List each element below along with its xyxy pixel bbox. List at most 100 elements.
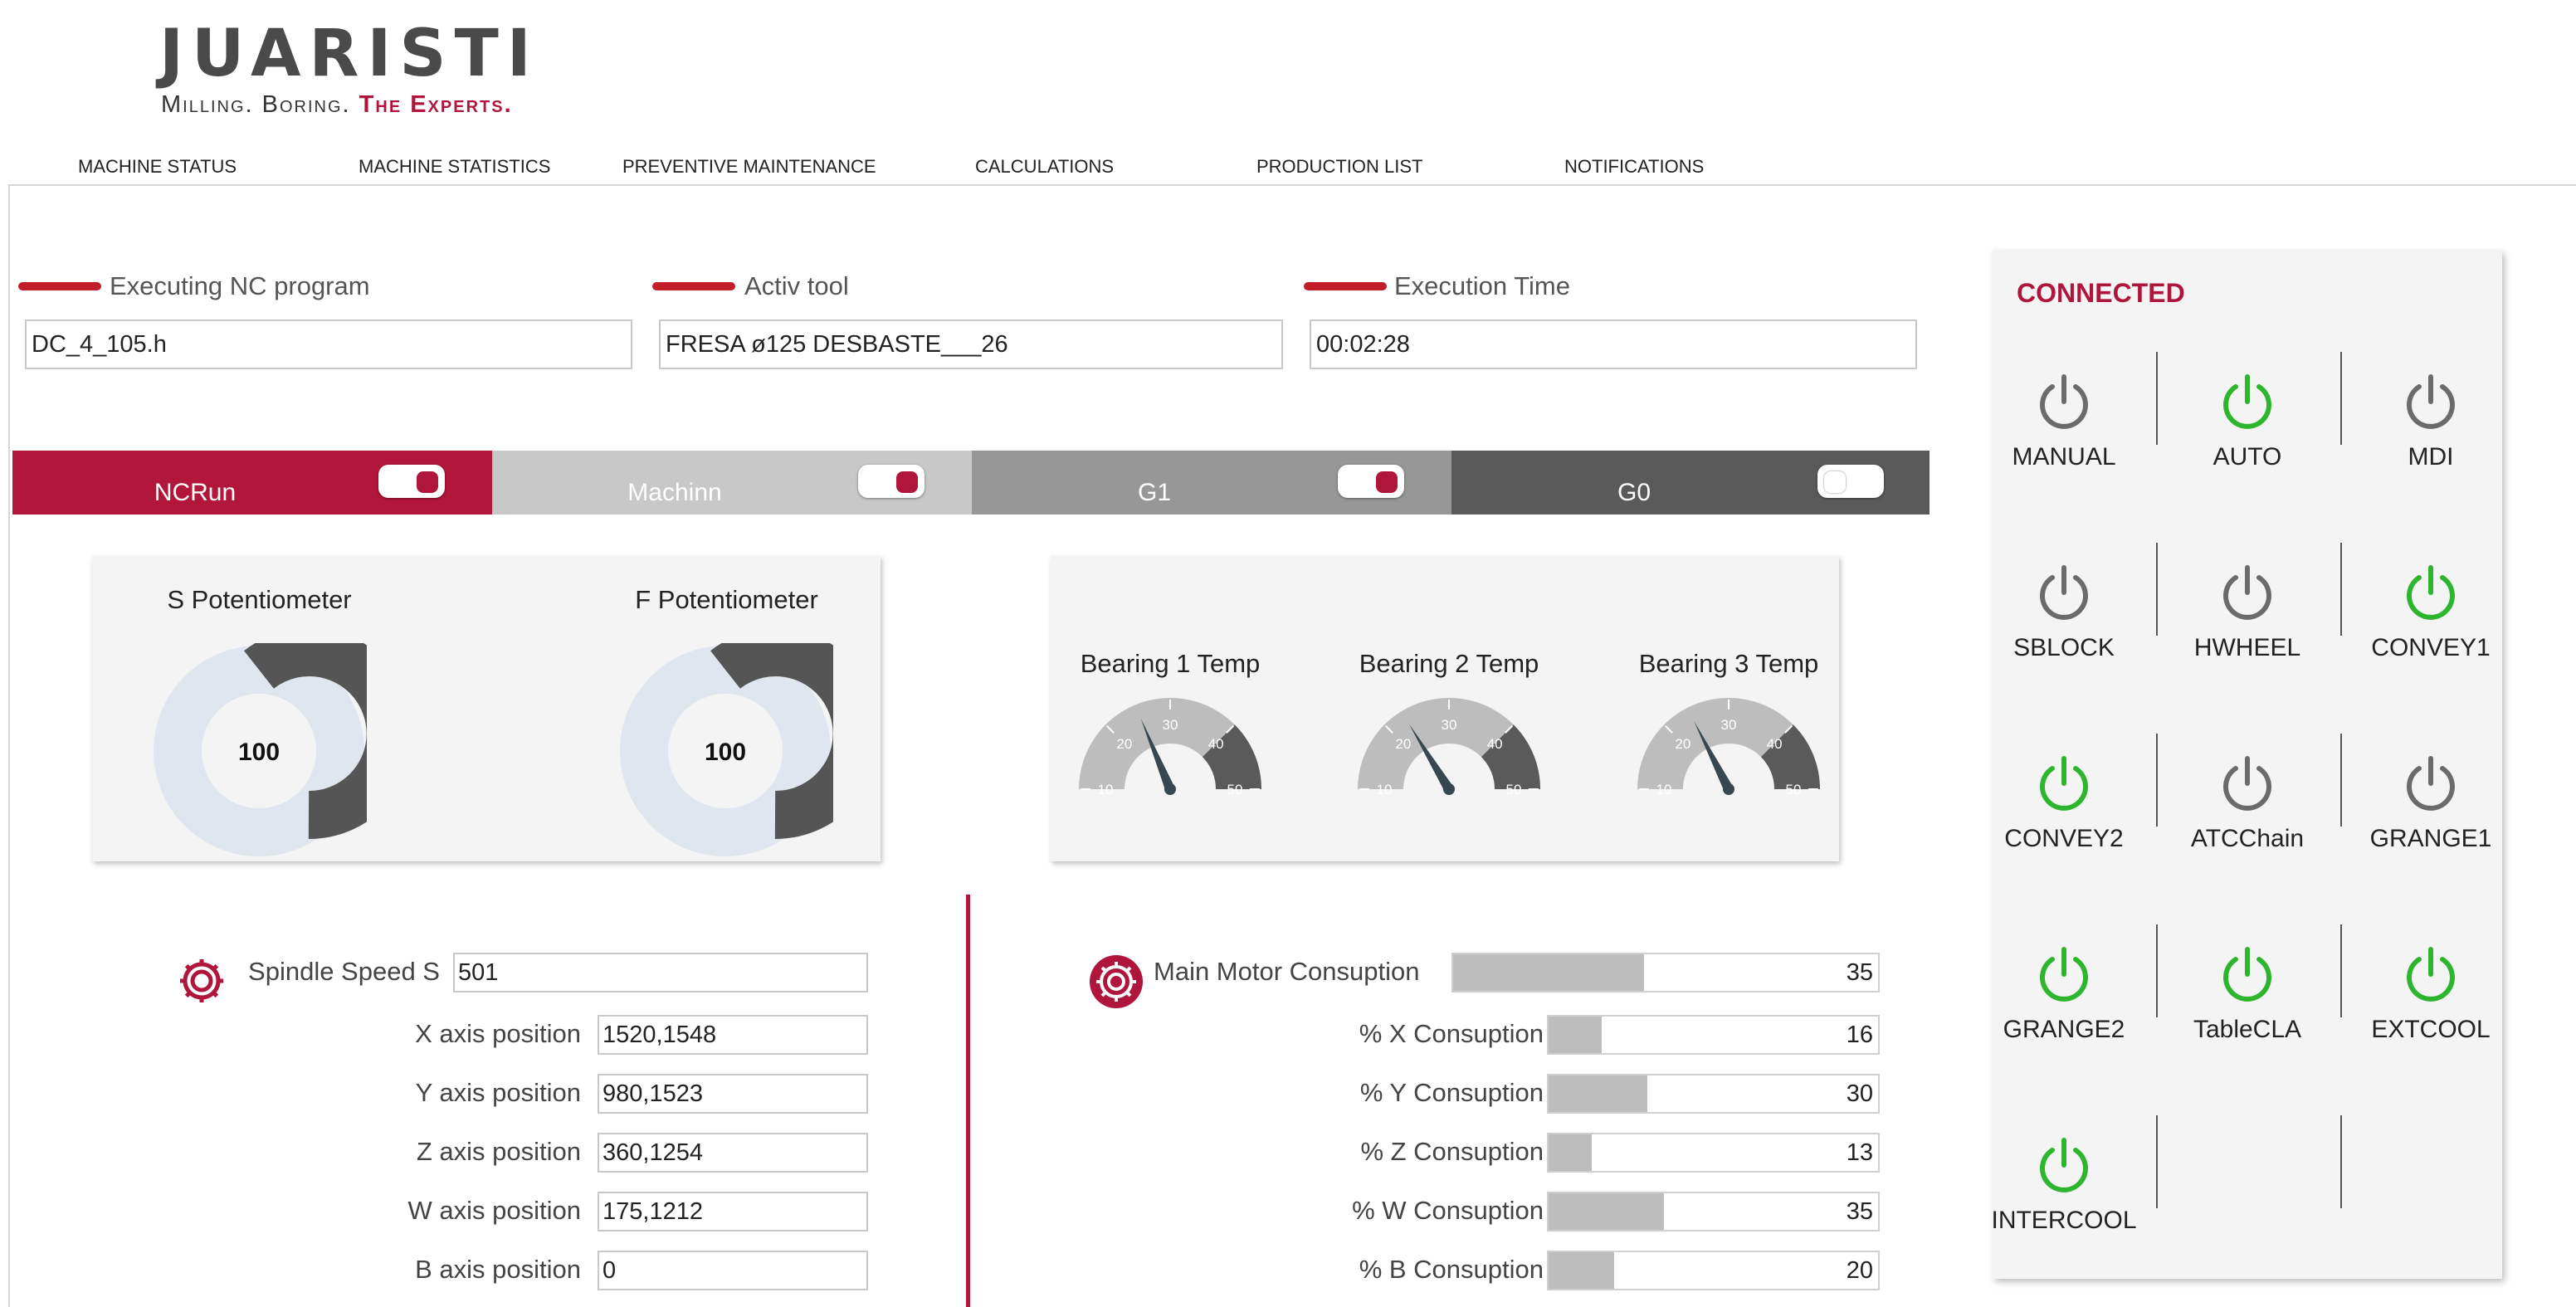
mode-separator — [2156, 924, 2158, 1017]
gauge-band-normal — [1358, 698, 1514, 789]
consumption-value: 16 — [1846, 1022, 1873, 1048]
axis-position-label: X axis position — [415, 1019, 581, 1048]
donut-fill — [710, 643, 833, 840]
gauge-tick-label: 20 — [1395, 736, 1411, 752]
gauge-tick-label: 10 — [1656, 782, 1672, 797]
nc-program-label: Executing NC program — [110, 271, 370, 300]
field-accent-bar — [1304, 282, 1387, 290]
axis-position-field[interactable]: 1520,1548 — [598, 1015, 868, 1055]
gauge-needle-hub — [1443, 783, 1455, 795]
power-icon-arc — [2407, 384, 2455, 429]
power-toggle-auto[interactable]: AUTO — [2155, 372, 2339, 471]
status-toggle[interactable] — [858, 465, 925, 498]
power-icon-arc — [2223, 957, 2271, 1002]
nav-machine-status[interactable]: MACHINE STATUS — [78, 156, 237, 177]
mode-separator — [2340, 543, 2342, 636]
gauge-tick — [1226, 724, 1235, 734]
consumption-value: 35 — [1846, 1198, 1873, 1225]
power-toggle-extcool[interactable]: EXTCOOL — [2339, 944, 2523, 1044]
power-toggle-atcchain[interactable]: ATCChain — [2155, 753, 2339, 853]
power-icon — [2223, 756, 2271, 811]
power-toggle-sblock[interactable]: SBLOCK — [1972, 563, 2156, 662]
status-toggle[interactable] — [1338, 465, 1404, 498]
logo-tagline: Milling. Boring. The Experts. — [161, 91, 513, 119]
axis-position-field[interactable]: 175,1212 — [598, 1192, 868, 1231]
consumption-bar: 13 — [1547, 1133, 1880, 1173]
nav-calculations[interactable]: CALCULATIONS — [975, 156, 1115, 177]
active-tool-field[interactable]: FRESA ø125 DESBASTE___26 — [659, 319, 1283, 369]
gauge-band-high — [1760, 724, 1820, 789]
status-toggle[interactable] — [1817, 465, 1884, 498]
power-icon — [2040, 947, 2088, 1002]
power-icon-arc — [2223, 384, 2271, 429]
bearing-temp-title: Bearing 2 Temp — [1359, 649, 1539, 678]
s-potentiometer-title: S Potentiometer — [167, 585, 352, 614]
nav-production-list[interactable]: PRODUCTION LIST — [1256, 156, 1423, 177]
mode-separator — [2340, 924, 2342, 1017]
axis-position-field[interactable]: 360,1254 — [598, 1133, 868, 1173]
power-toggle-label: EXTCOOL — [2371, 1016, 2491, 1043]
bearing-gauge: 10 20 30 40 50 — [1637, 698, 1820, 797]
gauge-tick — [1105, 724, 1115, 734]
donut-fill — [244, 643, 367, 840]
power-icon-arc — [2407, 957, 2455, 1002]
logo-tagline-accent: The Experts. — [359, 91, 513, 118]
power-icon — [2223, 374, 2271, 429]
consumption-bar: 30 — [1547, 1074, 1880, 1114]
logo-wordmark: JUARISTI — [159, 17, 539, 91]
axis-position-label: Z axis position — [416, 1137, 581, 1166]
gauge-tick-label: 10 — [1098, 782, 1114, 797]
nc-program-field[interactable]: DC_4_105.h — [25, 319, 632, 369]
power-icon-arc — [2040, 957, 2088, 1002]
power-toggle-label: ATCChain — [2190, 825, 2305, 852]
spindle-speed-field[interactable]: 501 — [453, 953, 868, 992]
execution-time-label: Execution Time — [1394, 271, 1570, 300]
power-toggle-grange2[interactable]: GRANGE2 — [1972, 944, 2156, 1044]
power-toggle-label: SBLOCK — [2013, 634, 2115, 661]
status-segment-g0: G0 — [1451, 451, 1930, 515]
main-motor-bar: 35 — [1451, 953, 1880, 992]
gauge-band-high — [1202, 724, 1261, 789]
power-toggle-label: HWHEEL — [2193, 634, 2301, 661]
consumption-value: 30 — [1846, 1080, 1873, 1107]
status-segment-g1: G1 — [972, 451, 1451, 515]
nav-notifications[interactable]: NOTIFICATIONS — [1564, 156, 1705, 177]
power-toggle-label: MDI — [2408, 443, 2454, 471]
nav-preventive-maintenance[interactable]: PREVENTIVE MAINTENANCE — [622, 156, 876, 177]
power-toggle-convey1[interactable]: CONVEY1 — [2339, 563, 2523, 662]
gauge-tick-label: 40 — [1767, 736, 1783, 752]
power-toggle-convey2[interactable]: CONVEY2 — [1972, 753, 2156, 853]
power-toggle-tablecla[interactable]: TableCLA — [2155, 944, 2339, 1044]
power-icon-arc — [2040, 1148, 2088, 1192]
status-segment-label: Machinn — [627, 479, 722, 506]
consumption-label: % Z Consuption — [1360, 1137, 1544, 1166]
power-toggle-manual[interactable]: MANUAL — [1972, 372, 2156, 471]
power-toggle-label: CONVEY1 — [2371, 634, 2491, 661]
execution-time-field[interactable]: 00:02:28 — [1310, 319, 1917, 369]
gauge-needle — [1408, 724, 1454, 792]
mode-separator — [2156, 352, 2158, 445]
power-icon-arc — [2407, 575, 2455, 620]
power-toggle-grange1[interactable]: GRANGE1 — [2339, 753, 2523, 853]
gauge-needle-hub — [1164, 783, 1176, 795]
gauge-needle — [1694, 721, 1734, 792]
axis-position-field[interactable]: 980,1523 — [598, 1074, 868, 1114]
power-icon — [2040, 756, 2088, 811]
nav-machine-statistics[interactable]: MACHINE STATISTICS — [359, 156, 551, 177]
field-accent-bar — [652, 282, 735, 290]
mode-separator — [2156, 543, 2158, 636]
power-toggle-intercool[interactable]: INTERCOOL — [1972, 1135, 2156, 1235]
active-tool-label: Activ tool — [744, 271, 849, 300]
motor-gear-icon — [1090, 955, 1143, 1008]
axis-position-field[interactable]: 0 — [598, 1251, 868, 1290]
consumption-bar-fill — [1549, 1017, 1602, 1053]
power-icon-arc — [2223, 575, 2271, 620]
power-icon — [2223, 565, 2271, 620]
mode-separator — [2340, 352, 2342, 445]
section-divider — [966, 895, 970, 1307]
status-toggle[interactable] — [378, 465, 445, 498]
consumption-bar-fill — [1549, 1075, 1648, 1112]
power-icon — [2407, 374, 2455, 429]
power-toggle-hwheel[interactable]: HWHEEL — [2155, 563, 2339, 662]
power-toggle-mdi[interactable]: MDI — [2339, 372, 2523, 471]
